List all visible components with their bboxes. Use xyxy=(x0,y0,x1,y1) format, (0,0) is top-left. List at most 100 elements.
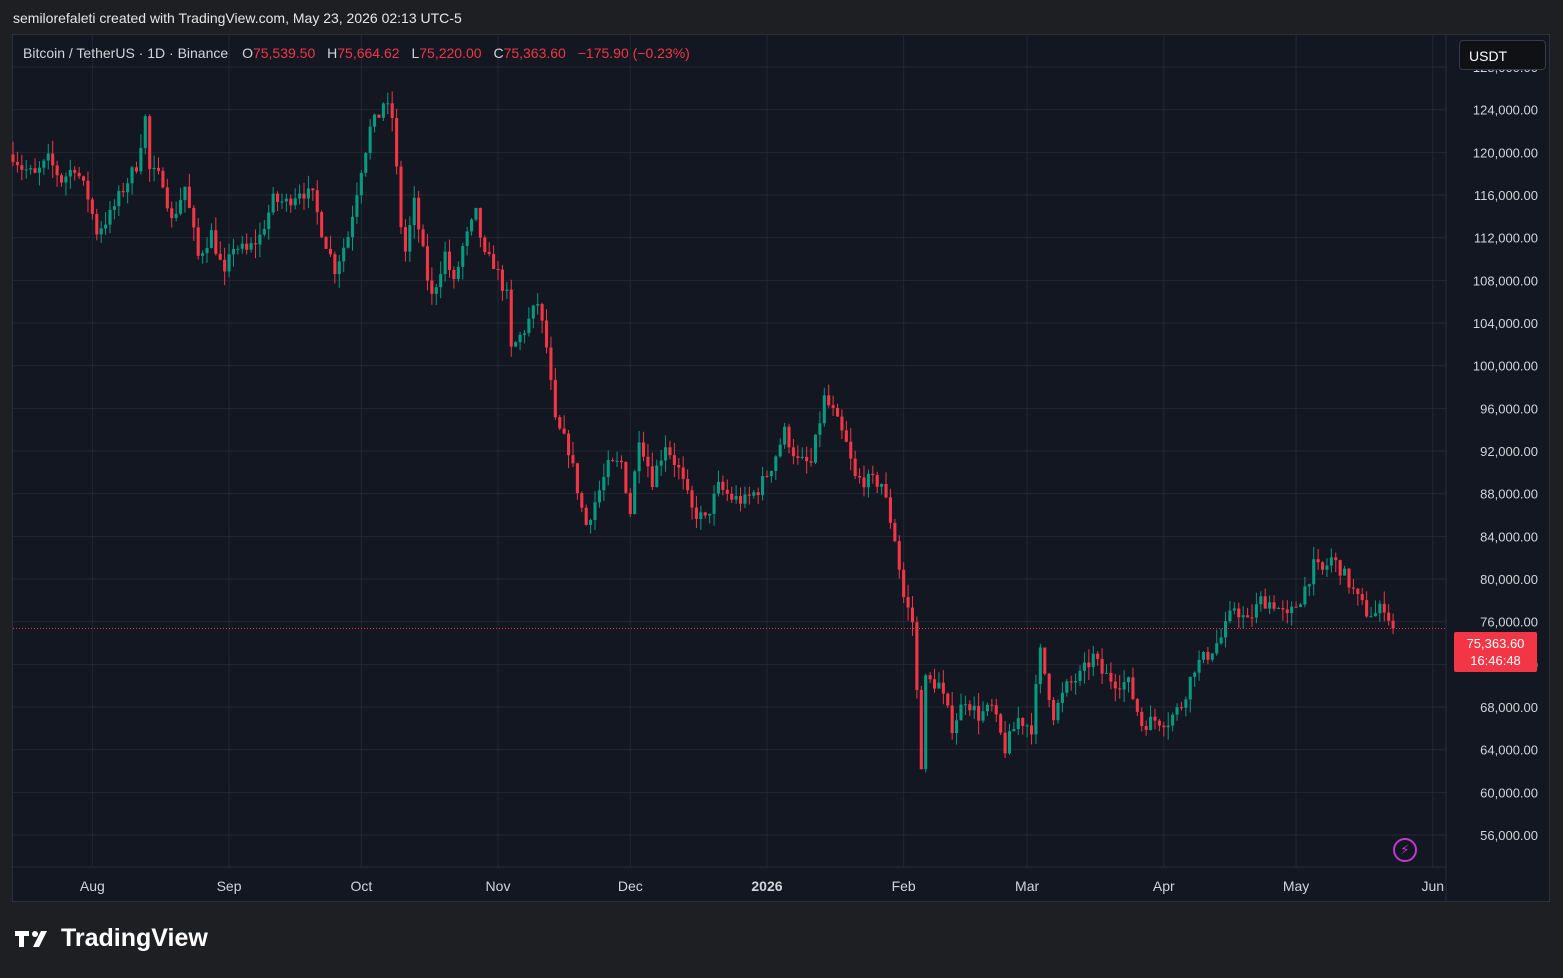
candle-body xyxy=(487,251,491,254)
candle-body xyxy=(1206,652,1210,660)
candle-body xyxy=(218,253,222,260)
candle-body xyxy=(615,460,619,462)
candle-body xyxy=(284,198,288,202)
candle-body xyxy=(1307,584,1311,587)
candle-body xyxy=(152,167,156,170)
currency-button[interactable]: USDT xyxy=(1459,40,1546,70)
candle-body xyxy=(1254,604,1258,618)
candle-body xyxy=(271,193,275,213)
candle-body xyxy=(818,423,822,435)
candle-body xyxy=(1210,653,1214,660)
candle-body xyxy=(337,261,341,275)
candle-body xyxy=(531,305,535,319)
close-label: C xyxy=(493,45,504,61)
candle-body xyxy=(1153,716,1157,721)
candle-body xyxy=(708,513,712,516)
candle-body xyxy=(1029,725,1034,735)
candle-body xyxy=(1016,718,1020,730)
candle-body xyxy=(774,456,778,472)
candle-body xyxy=(201,253,205,256)
low-value: 75,220.00 xyxy=(419,45,482,61)
y-tick-label: 92,000.00 xyxy=(1480,444,1538,459)
y-axis-labels: 56,000.0060,000.0064,000.0068,000.0072,0… xyxy=(1473,60,1538,843)
open-value: 75,539.50 xyxy=(252,45,316,61)
candle-body xyxy=(1012,729,1016,732)
candle-body xyxy=(1118,688,1122,690)
candle-body xyxy=(756,492,760,496)
candle-body xyxy=(258,234,262,245)
candle-body xyxy=(699,512,703,519)
candle-body xyxy=(681,467,685,479)
candle-body xyxy=(470,219,474,232)
candle-body xyxy=(624,462,628,493)
chart-frame xyxy=(12,34,1550,902)
candle-body xyxy=(906,597,910,608)
candle-body xyxy=(183,186,187,201)
y-tick-label: 88,000.00 xyxy=(1480,487,1538,502)
candle-body xyxy=(712,493,716,514)
candle-body xyxy=(871,473,875,476)
candle-body xyxy=(522,333,527,335)
candle-body xyxy=(888,497,892,523)
candle-body xyxy=(355,195,359,217)
candle-body xyxy=(1290,606,1294,614)
candle-body xyxy=(117,190,121,207)
candle-body xyxy=(994,705,998,715)
candle-body xyxy=(33,168,37,173)
candle-body xyxy=(597,490,601,503)
y-tick-label: 96,000.00 xyxy=(1480,401,1538,416)
candle-body xyxy=(575,463,579,494)
candle-body xyxy=(174,213,178,219)
candle-body xyxy=(55,165,59,176)
candle-body xyxy=(1021,718,1025,726)
candle-body xyxy=(761,475,765,496)
candle-body xyxy=(752,492,756,496)
candle-body xyxy=(844,430,848,442)
candle-body xyxy=(611,460,615,462)
candle-body xyxy=(1360,594,1364,601)
candle-body xyxy=(130,167,134,184)
candle-body xyxy=(165,187,169,209)
symbol-label[interactable]: Bitcoin / TetherUS · 1D · Binance xyxy=(23,45,229,61)
low-label: L xyxy=(411,45,420,61)
candle-body xyxy=(822,395,826,424)
candle-body xyxy=(716,481,721,494)
candle-body xyxy=(721,481,725,490)
candle-body xyxy=(972,705,976,711)
candle-body xyxy=(1215,643,1219,654)
candle-body xyxy=(148,116,152,170)
candle-body xyxy=(941,682,945,694)
y-tick-label: 64,000.00 xyxy=(1480,743,1538,758)
x-tick-label: Aug xyxy=(80,878,105,894)
candle-body xyxy=(1320,562,1325,570)
candle-body xyxy=(425,246,430,281)
lightning-icon[interactable]: ⚡ xyxy=(1393,838,1417,862)
candle-body xyxy=(223,259,227,272)
candle-body xyxy=(1391,620,1395,629)
candle-body xyxy=(1131,677,1135,700)
candle-body xyxy=(1373,613,1377,617)
candle-body xyxy=(981,711,985,721)
candle-body xyxy=(1162,725,1166,728)
candle-body xyxy=(778,444,782,457)
candle-body xyxy=(1091,653,1095,668)
candle-body xyxy=(156,167,161,171)
candle-body xyxy=(787,426,791,448)
candle-body xyxy=(549,347,553,380)
candle-body xyxy=(1387,612,1391,621)
candle-body xyxy=(1356,588,1360,595)
candle-body xyxy=(249,243,253,250)
tradingview-logo[interactable]: TradingView xyxy=(15,924,208,953)
candle-body xyxy=(955,720,959,734)
candle-body xyxy=(298,193,302,199)
candle-body xyxy=(950,705,954,734)
y-tick-label: 76,000.00 xyxy=(1480,615,1538,630)
candle-body xyxy=(796,456,800,458)
candle-body xyxy=(977,705,981,721)
candle-body xyxy=(377,114,381,118)
candle-body xyxy=(1263,596,1267,609)
x-tick-label: Jun xyxy=(1421,878,1444,894)
candle-body xyxy=(862,477,866,488)
candle-body xyxy=(813,434,818,463)
